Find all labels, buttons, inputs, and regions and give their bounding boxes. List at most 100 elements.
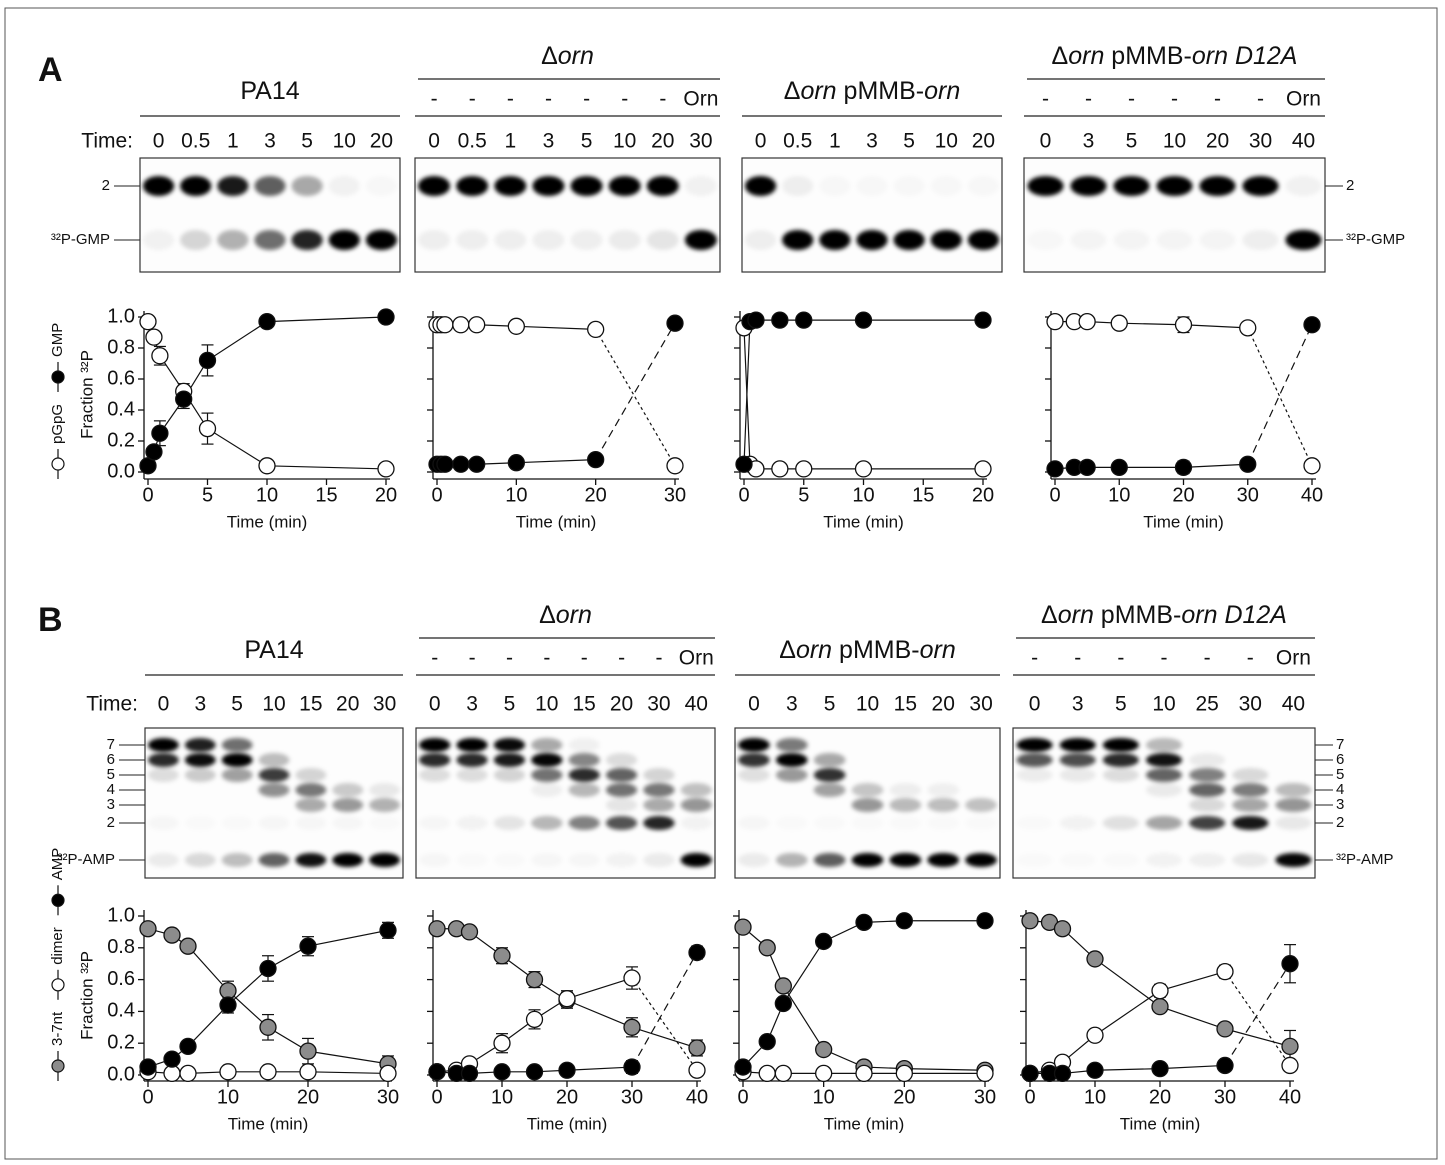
time-value: 20 [932, 693, 955, 716]
data-point [468, 455, 486, 473]
data-point [379, 921, 397, 939]
x-tick-label: 20 [1172, 484, 1194, 506]
gel-band [184, 753, 216, 767]
gel-band [418, 230, 451, 250]
title-part: orn D12A [1181, 601, 1287, 629]
gel-band [1145, 768, 1183, 782]
title-part: orn [556, 601, 592, 629]
x-axis-label: Time (min) [1120, 1114, 1201, 1133]
gel-band [568, 753, 600, 767]
subpanel-title: PA14 [244, 636, 303, 664]
gel-band [258, 768, 290, 782]
gel-label: ³²P-GMP [51, 231, 110, 248]
gel-band [258, 853, 290, 867]
data-point [666, 314, 684, 332]
gel-band [889, 798, 922, 812]
gel-band [738, 753, 770, 767]
gel-band [456, 853, 487, 867]
data-point [259, 1063, 277, 1081]
gel-band [254, 176, 286, 196]
gel-band [851, 798, 884, 812]
gel-band [570, 176, 603, 196]
treatment-label: - [1257, 88, 1264, 111]
gel-band [1156, 230, 1192, 250]
treatment-label: - [431, 647, 438, 670]
data-point [688, 1039, 706, 1057]
time-value: 20 [1206, 130, 1229, 153]
time-value: 3 [1072, 693, 1084, 716]
y-tick-label: 1.0 [107, 904, 135, 926]
gel-band [147, 738, 179, 752]
gel-label: 4 [1336, 781, 1344, 798]
gel-band [254, 230, 286, 250]
gel-band [494, 853, 525, 867]
treatment-label: - [1042, 88, 1049, 111]
treatment-label: - [507, 88, 514, 111]
gel-band [605, 753, 638, 767]
data-point [734, 918, 752, 936]
gel-band [680, 853, 713, 867]
gel-band [1232, 853, 1269, 867]
x-axis-label: Time (min) [227, 512, 308, 531]
gel-label: 4 [107, 781, 115, 798]
data-point [507, 454, 525, 472]
x-tick-label: 30 [1214, 1086, 1236, 1108]
gel-band [1059, 738, 1096, 752]
subpanel-title: Δorn [541, 42, 594, 70]
data-point [774, 994, 792, 1013]
treatment-label: - [583, 88, 590, 111]
gel-band [295, 798, 327, 812]
x-tick-label: 10 [505, 484, 527, 506]
gel-band [418, 768, 451, 782]
gel-band [684, 176, 717, 196]
data-point [558, 1061, 576, 1079]
gel-band [456, 176, 489, 196]
gel-band [643, 798, 675, 812]
gel-band [185, 816, 216, 830]
time-value: 40 [1292, 130, 1315, 153]
treatment-label: - [1204, 647, 1211, 670]
gel-band [775, 853, 808, 867]
gel-band [1275, 798, 1312, 812]
data-point [163, 1064, 181, 1083]
gel-band [570, 230, 603, 250]
treatment-label: - [469, 88, 476, 111]
data-point [258, 312, 276, 331]
gel-band [295, 816, 326, 830]
treatment-label: - [1117, 647, 1124, 670]
gel [741, 157, 1003, 273]
data-point [1053, 1064, 1072, 1083]
title-part: orn [1068, 42, 1104, 70]
gel-band [646, 230, 679, 250]
title-part: orn [924, 77, 960, 105]
title-part: PA14 [244, 636, 303, 664]
time-value: 20 [370, 130, 393, 153]
x-tick-label: 20 [1149, 1086, 1171, 1108]
y-tick-label: 0.0 [107, 460, 135, 482]
x-tick-label: 10 [491, 1086, 513, 1108]
gel-band [531, 738, 563, 752]
gel-band [1103, 853, 1139, 867]
treatment-label: - [1128, 88, 1135, 111]
gel-band [332, 783, 364, 797]
series-line [742, 920, 985, 1068]
data-point [666, 457, 684, 475]
treatment-label: - [469, 647, 476, 670]
data-point [758, 1064, 776, 1083]
series-line [631, 952, 698, 1068]
treatment-label: Orn [1286, 88, 1321, 111]
gel-band [291, 230, 323, 250]
data-point [493, 1034, 511, 1052]
time-value: 20 [610, 693, 633, 716]
x-tick-label: 20 [972, 484, 994, 506]
x-tick-label: 40 [686, 1086, 708, 1108]
treatment-label: Orn [1276, 647, 1311, 670]
data-point [525, 1063, 544, 1081]
time-value: 5 [504, 693, 516, 716]
time-value: 3 [543, 130, 555, 153]
gel-band [1199, 230, 1235, 250]
gel-band [568, 738, 600, 752]
x-tick-label: 5 [798, 484, 809, 506]
time-value: 0 [158, 693, 170, 716]
data-point [1174, 458, 1193, 477]
